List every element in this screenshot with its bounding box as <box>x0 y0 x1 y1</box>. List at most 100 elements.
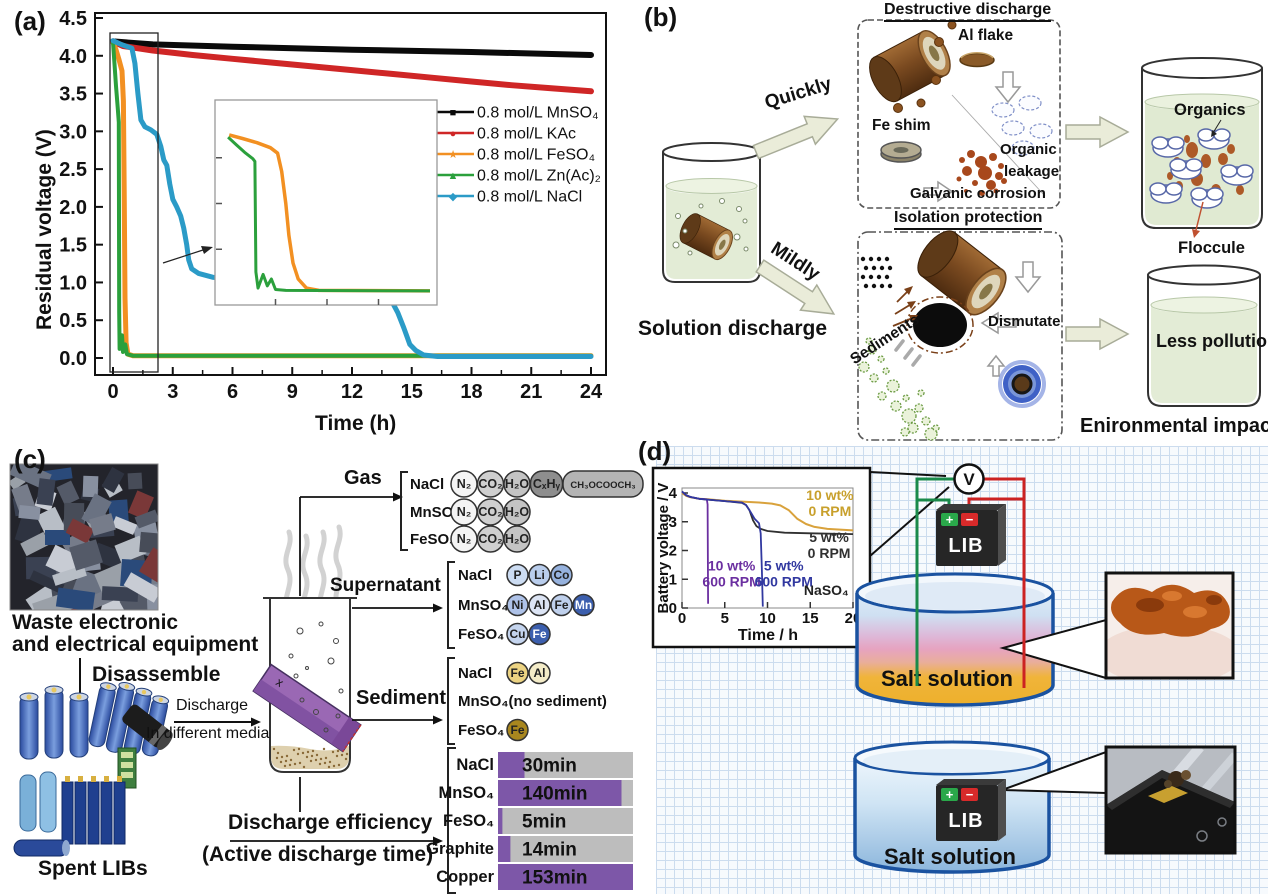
quickly-arrow <box>752 115 840 160</box>
species-label: Fe <box>510 723 524 737</box>
lib-battery-1: + − LIB <box>936 504 1006 566</box>
species-label: H₂O <box>505 505 530 519</box>
a-xtick-label: 24 <box>580 381 603 403</box>
active-discharge-time-label: (Active discharge time) <box>202 843 434 866</box>
d-x-axis-title: Time / h <box>738 627 798 644</box>
battery-cylinder <box>19 685 89 760</box>
salt-row-label: NaCl <box>410 476 444 493</box>
chart-zoom-region <box>109 32 213 373</box>
series-line <box>110 38 594 359</box>
species-label: N₂ <box>457 505 472 519</box>
species-label: N₂ <box>457 532 472 546</box>
black-battery-cylinder <box>122 704 173 750</box>
isolation-protection-title: Isolation protection <box>894 209 1043 230</box>
plus-terminal: + <box>946 512 954 527</box>
salt-row-label: MnSO₄ <box>458 597 508 614</box>
bar-category-label: NaCl <box>456 756 494 774</box>
bar-category-label: Graphite <box>426 840 494 858</box>
ewaste-item <box>114 535 147 564</box>
a-xtick-label: 0 <box>107 381 118 403</box>
passivated-battery-icon <box>998 360 1046 408</box>
plus-terminal: + <box>946 787 954 802</box>
a-ytick-label: 0.0 <box>59 348 87 370</box>
legend-label: 0.8 mol/L MnSO₄ <box>477 105 599 122</box>
lib-label: LIB <box>948 810 983 832</box>
a-ytick-label: 2.5 <box>59 159 87 181</box>
a-x-axis-title: Time (h) <box>315 412 397 435</box>
legend-item: ★ 0.8 mol/L FeSO₄ <box>432 147 595 164</box>
species-label: Cu <box>510 627 526 641</box>
legend-item: ■ 0.8 mol/L MnSO₄ <box>432 105 599 122</box>
legend-item: ● 0.8 mol/L KAc <box>432 126 576 143</box>
disassemble-label: Disassemble <box>92 663 221 686</box>
d-ytick-label: 0 <box>669 600 677 617</box>
discharge-efficiency-bars: NaCl 30min MnSO₄ 140min FeSO₄ 5min Graphite 14m… <box>426 752 633 890</box>
to-floccule-arrow <box>1065 115 1130 149</box>
bar-category-label: FeSO₄ <box>443 812 494 830</box>
d-annotation: 600 RPM <box>702 574 760 590</box>
less-pollution-beaker <box>1147 264 1261 407</box>
sediment-arrows <box>892 286 918 327</box>
ewaste-item <box>127 472 143 490</box>
destructive-discharge-title: Destructive discharge <box>884 1 1052 22</box>
star-marker-icon: ★ <box>448 149 458 161</box>
species-label: Fe <box>554 598 568 612</box>
species-label: CO₂ <box>478 477 502 491</box>
ewaste-item <box>45 530 70 545</box>
a-ytick-label: 4.0 <box>59 46 87 68</box>
ewaste-item <box>91 542 125 570</box>
ewaste-item <box>81 493 112 528</box>
d-ytick-label: 2 <box>669 543 677 560</box>
ewaste-photo <box>9 463 159 611</box>
ewaste-item <box>111 516 138 535</box>
circle-marker-icon: ● <box>450 128 457 140</box>
bar-value-label: 14min <box>522 840 577 861</box>
sediment-connector <box>352 657 455 745</box>
bar-category-label: Copper <box>436 868 494 886</box>
legend-item: ◆ 0.8 mol/L NaCl <box>432 189 582 206</box>
species-label: CₓHᵧ <box>533 477 561 491</box>
waste-equipment-caption: Waste electronic <box>12 611 179 634</box>
bar-value-label: 140min <box>522 784 587 805</box>
spent-batteries-illustration <box>13 682 173 857</box>
a-ytick-label: 2.0 <box>59 197 87 219</box>
arrow-down-icon <box>994 71 1022 104</box>
d-annotation: 10 wt% <box>806 487 854 503</box>
ewaste-item <box>139 531 158 555</box>
galvanic-corrosion-label: Galvanic corrosion <box>910 185 1046 202</box>
bar-fill <box>498 752 525 778</box>
salt-solution-label: Salt solution <box>881 666 1013 691</box>
bar-category-label: MnSO₄ <box>438 784 494 802</box>
series-line <box>110 38 594 95</box>
species-label: Fe <box>510 666 524 680</box>
arrow-down-icon <box>1014 261 1042 294</box>
triangle-marker-icon: ▲ <box>448 170 459 182</box>
salt-row-label: MnSO₄(no sediment) <box>458 693 607 710</box>
d-ytick-label: 1 <box>669 571 677 588</box>
falling-flakes-icon <box>894 339 922 367</box>
a-y-axis-title: Residual voltage (V) <box>33 129 56 330</box>
a-ytick-label: 3.0 <box>59 121 87 143</box>
legend-item: ▲ 0.8 mol/L Zn(Ac)₂ <box>432 168 601 185</box>
ewaste-item <box>123 572 158 603</box>
arrow-up-icon <box>986 354 1006 377</box>
species-label: Al <box>534 598 546 612</box>
discharge-arrow <box>174 717 261 727</box>
d-xtick-label: 10 <box>759 610 776 627</box>
d-y-axis-title: Battery voltage / V <box>655 483 672 614</box>
sediment-particles <box>860 256 893 289</box>
supernatant-label: Supernatant <box>330 575 441 596</box>
floccule-beaker <box>1141 57 1263 238</box>
residual-voltage-chart: 0.0 0.5 1.0 1.5 2.0 2.5 3.0 3.5 4.0 4.5 0 3 6 9 12 15 18… <box>59 8 607 403</box>
inset-series-line <box>228 133 431 293</box>
d-annotation: 600 RPM <box>755 574 813 590</box>
a-xtick-label: 3 <box>167 381 178 403</box>
bar-track <box>498 836 633 862</box>
salt-solution-label: Salt solution <box>884 844 1016 869</box>
gas-label: Gas <box>344 467 382 489</box>
spent-libs-label: Spent LIBs <box>38 857 148 880</box>
organic-molecule-chains <box>858 337 940 441</box>
ewaste-item <box>20 531 50 557</box>
species-label: H₂O <box>505 532 530 546</box>
